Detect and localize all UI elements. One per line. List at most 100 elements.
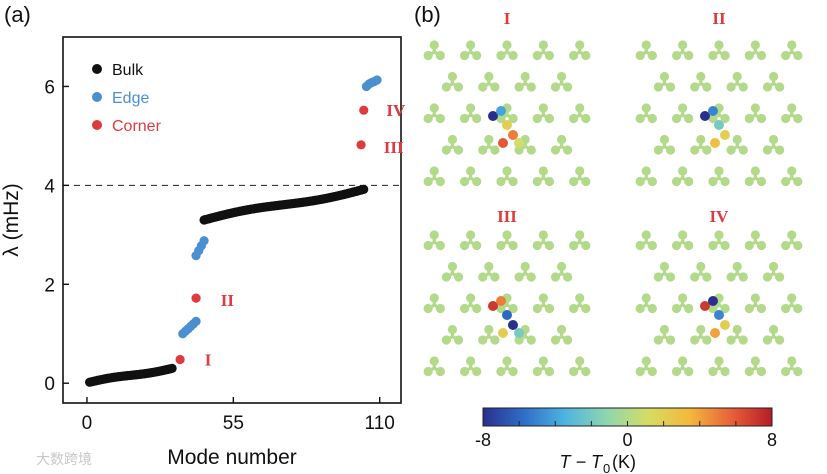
lattice-node (435, 366, 445, 377)
lattice-node (435, 303, 445, 314)
lattice-node (787, 166, 797, 176)
lattice-trimer (532, 103, 555, 124)
hotspot-cluster (700, 296, 730, 338)
lattice-node (466, 40, 476, 50)
lattice-node (708, 50, 718, 61)
lattice-node (569, 176, 579, 187)
lattice-trimer (744, 40, 767, 61)
lattice-trimer (708, 293, 730, 314)
lattice-node (508, 366, 518, 377)
lattice-node (732, 134, 742, 145)
lattice-node (720, 176, 730, 187)
lattice-node (732, 261, 742, 272)
lattice-node (756, 50, 767, 61)
lattice-node (665, 145, 676, 155)
lattice-node (538, 40, 548, 50)
lattice-node (768, 261, 779, 272)
lattice-node (496, 240, 506, 251)
lattice-node (635, 303, 645, 314)
lattice-node (702, 272, 712, 282)
yellow-node (502, 120, 512, 130)
heatmap-panel-title: I (504, 9, 511, 28)
lattice-trimer (478, 134, 500, 155)
lattice-node (690, 272, 700, 282)
lattice-node (641, 356, 651, 366)
lattice-node (575, 356, 585, 366)
lattice-trimer (781, 230, 803, 251)
legend-marker (92, 64, 102, 74)
x-axis-title: Mode number (167, 446, 297, 469)
lattice-trimer (635, 103, 657, 124)
corner-mode-point (191, 293, 201, 303)
lattice-trimer (653, 261, 676, 282)
lattice-node (532, 113, 542, 124)
lattice-trimer (496, 40, 518, 61)
lattice-node (502, 40, 512, 50)
dark-blue-node (508, 320, 518, 330)
lattice-node (750, 166, 760, 176)
lattice-node (472, 176, 482, 187)
lattice-node (581, 366, 591, 377)
lattice-node (466, 103, 476, 113)
lattice-node (793, 366, 803, 377)
lattice-node (538, 166, 548, 176)
lattice-node (575, 103, 585, 113)
heatmap-panel-title: II (712, 9, 726, 28)
dark-blue-node (708, 296, 718, 306)
lattice-node (496, 113, 506, 124)
lattice-node (714, 166, 724, 176)
lattice-node (550, 272, 561, 282)
lattice-node (647, 240, 657, 251)
panel-a-label: (a) (4, 2, 31, 27)
lattice-node (781, 176, 791, 187)
lattice-node (514, 272, 524, 282)
lattice-node (569, 366, 579, 377)
lattice-node (708, 176, 718, 187)
lattice-node (671, 366, 682, 377)
lattice-trimer (532, 293, 555, 314)
lattice-node (423, 113, 433, 124)
lattice-trimer (635, 166, 657, 187)
lattice-trimer (569, 103, 591, 124)
lattice-trimer (496, 230, 518, 251)
lattice-node (423, 240, 433, 251)
lattice-trimer (459, 230, 482, 251)
lattice-trimer (781, 103, 803, 124)
lattice-trimer (550, 324, 573, 345)
lattice-node (556, 261, 567, 272)
lattice-trimer (781, 40, 803, 61)
lattice-node (702, 82, 712, 92)
lattice-node (653, 272, 663, 282)
lattice-node (653, 145, 663, 155)
lattice-trimer (690, 134, 712, 155)
lattice-node (678, 356, 688, 366)
lattice-node (459, 50, 470, 61)
lattice-node (526, 272, 536, 282)
lattice-trimer (459, 356, 482, 377)
lattice-node (459, 366, 470, 377)
lattice-node (575, 230, 585, 240)
lattice-node (472, 113, 482, 124)
lattice-node (641, 40, 651, 50)
lattice-trimer (744, 293, 767, 314)
lattice-node (744, 176, 754, 187)
lattice-trimer (726, 324, 748, 345)
lattice-node (732, 71, 742, 82)
corner-mode-point (359, 105, 369, 115)
lattice-node (775, 335, 785, 345)
lattice-node (423, 366, 433, 377)
lattice-trimer (762, 134, 785, 155)
lattice-node (671, 50, 682, 61)
lattice-node (684, 303, 694, 314)
lattice-node (635, 113, 645, 124)
lattice-node (532, 366, 542, 377)
lattice-trimer (496, 356, 518, 377)
lattice-node (678, 103, 688, 113)
lattice-node (684, 176, 694, 187)
yellow-node (720, 320, 730, 330)
lattice-node (581, 240, 591, 251)
lattice-node (441, 272, 451, 282)
lattice-trimer (532, 356, 555, 377)
lattice-node (726, 272, 736, 282)
heatmap-panel: II (635, 9, 803, 187)
